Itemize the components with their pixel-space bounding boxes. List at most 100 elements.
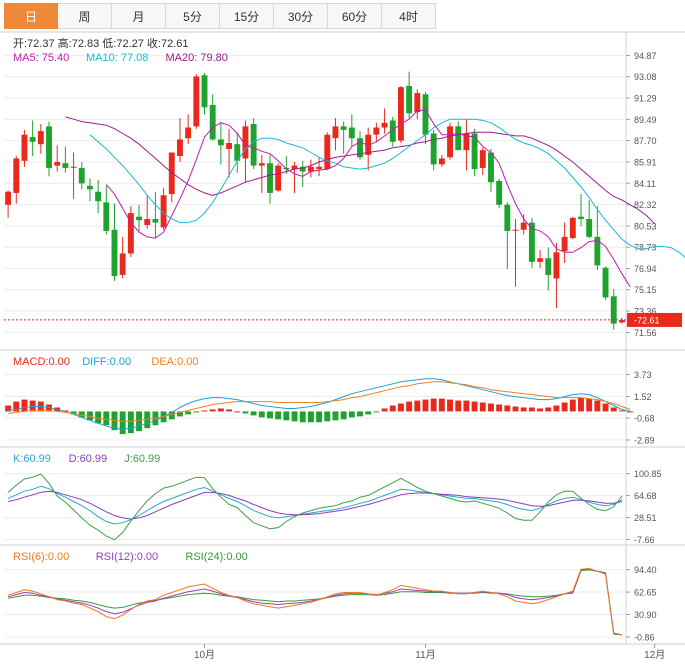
macd-bar-37 (307, 411, 314, 423)
candle-body-68 (561, 236, 568, 252)
kdj-tick-label-2: 28.51 (634, 513, 657, 523)
macd-bar-34 (283, 411, 290, 421)
candle-body-1 (13, 158, 20, 193)
tab-1[interactable]: 周 (58, 3, 112, 29)
kdj-tick-label-3: -7.66 (634, 535, 655, 545)
candle-body-47 (389, 120, 396, 142)
macd-legend-0: MACD:0.00 (13, 356, 70, 368)
tab-4[interactable]: 15分 (220, 3, 274, 29)
macd-bar-68 (561, 402, 568, 412)
current-price-label: -72.61 (634, 315, 660, 325)
macd-bar-48 (397, 403, 404, 412)
tab-2[interactable]: 月 (112, 3, 166, 29)
macd-bar-69 (569, 399, 576, 412)
macd-bar-30 (250, 411, 257, 416)
current-price-badge (627, 312, 682, 327)
rsi-tick-label-1: 62.65 (634, 588, 657, 598)
macd-bar-73 (602, 403, 609, 412)
rsi24-line (8, 569, 622, 636)
candle-body-60 (496, 181, 503, 205)
candle-body-39 (324, 134, 331, 170)
candle-body-5 (46, 126, 52, 168)
candle-body-22 (185, 127, 192, 139)
candle-body-3 (29, 137, 36, 142)
candle-body-41 (340, 126, 347, 130)
kdj-j-line (7, 473, 623, 541)
candle-body-44 (365, 134, 372, 155)
candle-body-50 (414, 93, 421, 113)
tab-5[interactable]: 30分 (274, 3, 328, 29)
candle-body-23 (193, 76, 200, 127)
price-tick-label-4: 87.70 (634, 136, 657, 146)
macd-bar-40 (332, 411, 339, 421)
price-tick-label-13: 71.56 (634, 328, 657, 338)
price-tick-label-8: 80.53 (634, 221, 657, 231)
macd-bar-0 (5, 405, 12, 412)
candle-body-73 (602, 267, 609, 298)
macd-bar-52 (430, 398, 437, 412)
rsi6-line (7, 567, 623, 636)
rsi-tick-label-3: -0.86 (634, 632, 655, 642)
candle-body-43 (357, 138, 363, 158)
ma20-line (65, 116, 655, 225)
x-tick-label-1: 11月 (415, 649, 435, 661)
macd-bar-10 (86, 411, 93, 421)
candle-body-13 (111, 229, 118, 277)
candle-body-65 (537, 258, 544, 262)
price-tick-label-6: 84.11 (634, 179, 656, 189)
candle-body-53 (438, 158, 445, 165)
macd-bar-41 (340, 411, 347, 420)
macd-bar-15 (127, 411, 134, 434)
macd-bar-29 (242, 411, 249, 414)
macd-bar-61 (504, 405, 511, 412)
macd-bar-31 (258, 411, 265, 418)
macd-bar-47 (389, 405, 396, 412)
rsi-tick-label-2: 30.90 (634, 610, 657, 620)
candle-body-11 (95, 191, 102, 202)
macd-tick-label-3: -2.89 (634, 435, 655, 445)
macd-bar-53 (438, 398, 445, 412)
macd-tick-label-1: 1.52 (634, 392, 652, 402)
macd-bar-36 (299, 411, 306, 423)
tab-6[interactable]: 60分 (328, 3, 382, 29)
ma-legend-ma20: MA20: 79.80 (166, 52, 228, 64)
macd-bar-46 (381, 408, 388, 412)
candle-body-21 (177, 139, 183, 157)
ma5-line (105, 109, 631, 288)
price-tick-label-7: 82.32 (634, 200, 657, 210)
macd-bar-1 (13, 401, 20, 412)
macd-bar-43 (357, 411, 363, 417)
candle-body-75 (618, 320, 625, 323)
macd-bar-14 (119, 411, 126, 435)
candle-body-33 (275, 165, 282, 191)
macd-bar-16 (136, 411, 142, 432)
macd-bar-72 (594, 400, 601, 412)
candle-body-49 (406, 85, 413, 114)
macd-bar-24 (201, 410, 208, 412)
macd-bar-66 (545, 407, 552, 412)
candle-body-24 (201, 75, 208, 108)
macd-bar-45 (373, 411, 380, 413)
candle-body-15 (127, 213, 134, 254)
macd-bar-23 (193, 411, 200, 413)
candle-body-58 (479, 150, 486, 168)
candle-body-10 (86, 185, 93, 190)
candle-body-6 (54, 162, 61, 166)
candle-body-0 (5, 191, 12, 205)
macd-bar-49 (406, 401, 413, 412)
price-tick-label-11: 75.15 (634, 285, 657, 295)
candle-body-37 (307, 166, 314, 172)
price-tick-label-5: 85.91 (634, 157, 657, 167)
candle-body-27 (226, 143, 233, 149)
rsi-legend-2: RSI(24):0.00 (185, 551, 247, 563)
macd-diff-line (8, 378, 631, 430)
macd-bar-62 (512, 406, 519, 412)
macd-bar-75 (618, 410, 625, 412)
tab-0[interactable]: 日 (4, 3, 58, 29)
tab-3[interactable]: 5分 (166, 3, 220, 29)
candle-body-17 (144, 219, 151, 225)
ma-legend-ma5: MA5: 75.40 (13, 52, 69, 64)
price-tick-label-3: 89.49 (634, 115, 657, 125)
candle-body-46 (381, 122, 388, 128)
tab-7[interactable]: 4时 (382, 3, 436, 29)
